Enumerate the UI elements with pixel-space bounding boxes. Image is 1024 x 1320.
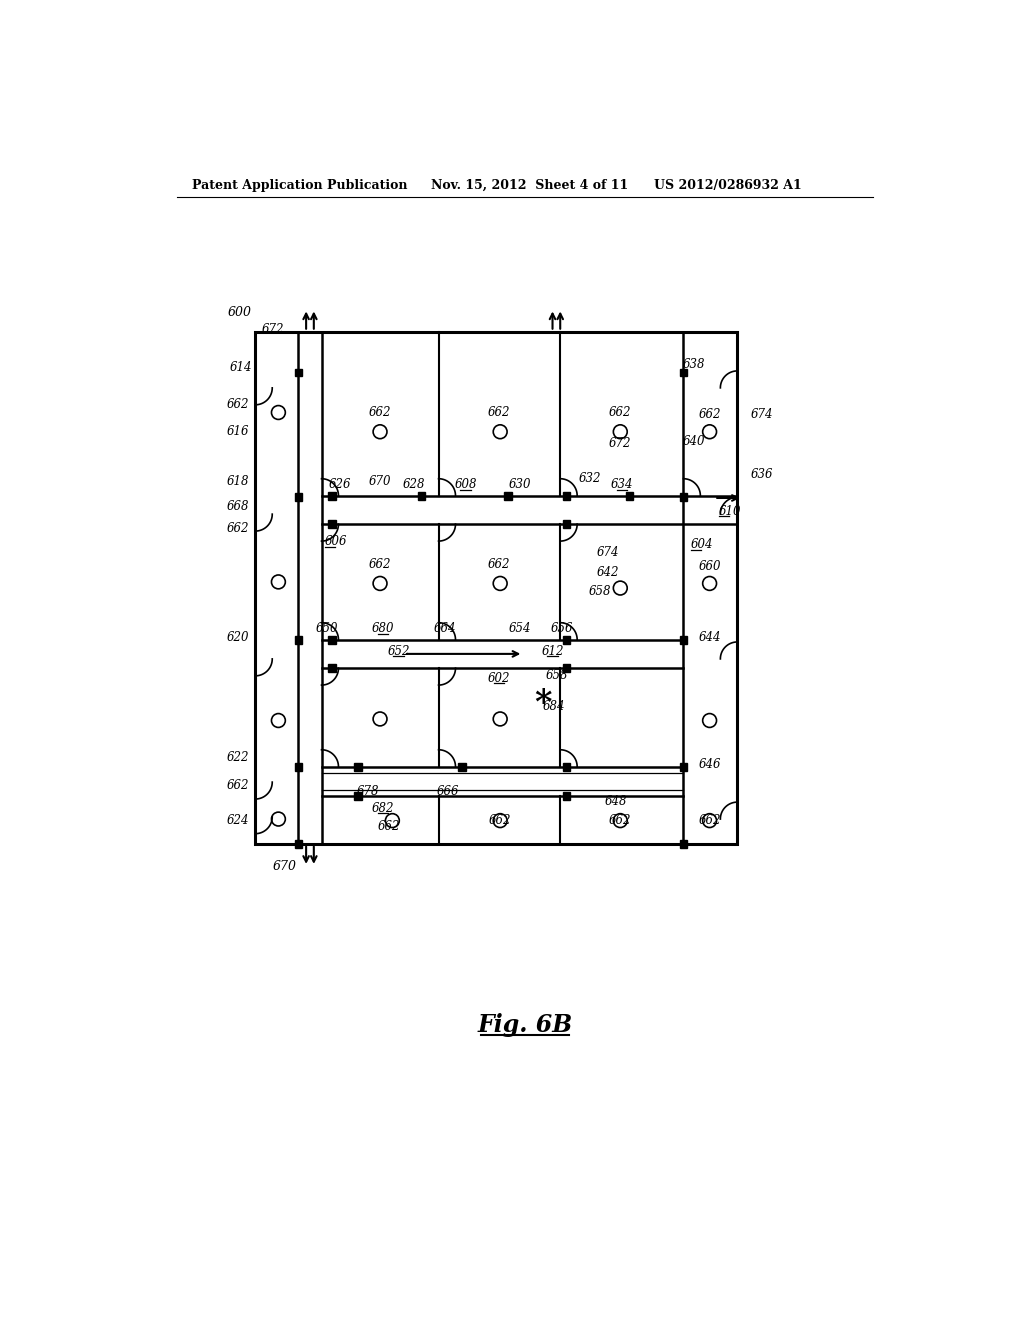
Text: 630: 630 xyxy=(508,478,530,491)
Bar xyxy=(295,840,302,847)
Bar xyxy=(329,636,336,644)
Bar xyxy=(504,492,512,499)
Bar xyxy=(255,331,737,843)
Text: 644: 644 xyxy=(698,631,721,644)
Text: 662: 662 xyxy=(369,558,391,572)
Text: 684: 684 xyxy=(543,700,565,713)
Text: 650: 650 xyxy=(315,622,338,635)
Text: 664: 664 xyxy=(433,622,456,635)
Text: 662: 662 xyxy=(227,399,250,412)
Text: 622: 622 xyxy=(227,751,250,764)
Text: 626: 626 xyxy=(329,478,351,491)
Text: 612: 612 xyxy=(542,645,564,659)
Bar xyxy=(680,494,687,502)
Text: 642: 642 xyxy=(597,566,620,579)
Bar xyxy=(562,763,570,771)
Text: 640: 640 xyxy=(683,436,706,449)
Text: 618: 618 xyxy=(227,475,250,488)
Text: 634: 634 xyxy=(610,478,633,491)
Text: 668: 668 xyxy=(227,500,250,513)
Text: 646: 646 xyxy=(698,758,721,771)
Text: 662: 662 xyxy=(487,558,510,572)
Text: Patent Application Publication: Patent Application Publication xyxy=(193,178,408,191)
Text: 600: 600 xyxy=(228,306,252,319)
Bar xyxy=(329,492,336,499)
Bar xyxy=(295,368,302,376)
Bar xyxy=(418,492,425,499)
Text: 648: 648 xyxy=(604,795,627,808)
Text: 662: 662 xyxy=(698,814,721,828)
Text: 674: 674 xyxy=(597,546,620,560)
Text: 662: 662 xyxy=(608,407,631,418)
Text: 662: 662 xyxy=(227,521,250,535)
Text: 636: 636 xyxy=(751,467,773,480)
Bar xyxy=(562,520,570,528)
Text: 604: 604 xyxy=(691,539,714,552)
Text: 624: 624 xyxy=(227,814,250,828)
Text: 666: 666 xyxy=(436,785,459,797)
Text: 606: 606 xyxy=(325,536,347,548)
Bar xyxy=(680,636,687,644)
Text: 670: 670 xyxy=(272,861,297,874)
Text: 660: 660 xyxy=(698,560,721,573)
Text: *: * xyxy=(535,686,552,721)
Text: 662: 662 xyxy=(609,814,632,828)
Bar xyxy=(329,520,336,528)
Bar xyxy=(329,664,336,672)
Bar xyxy=(354,763,361,771)
Text: 682: 682 xyxy=(372,801,394,814)
Text: 610: 610 xyxy=(719,504,741,517)
Bar xyxy=(562,492,570,499)
Text: US 2012/0286932 A1: US 2012/0286932 A1 xyxy=(654,178,802,191)
Text: 672: 672 xyxy=(608,437,631,450)
Text: 662: 662 xyxy=(488,814,511,828)
Text: 620: 620 xyxy=(227,631,250,644)
Text: 680: 680 xyxy=(372,622,394,635)
Bar xyxy=(354,792,361,800)
Text: 658: 658 xyxy=(546,669,568,682)
Bar xyxy=(680,368,687,376)
Bar xyxy=(626,492,634,499)
Bar xyxy=(680,763,687,771)
Bar xyxy=(458,763,466,771)
Bar xyxy=(295,494,302,502)
Bar xyxy=(562,664,570,672)
Text: 608: 608 xyxy=(455,478,477,491)
Bar xyxy=(562,636,570,644)
Text: 628: 628 xyxy=(402,478,425,491)
Text: Nov. 15, 2012  Sheet 4 of 11: Nov. 15, 2012 Sheet 4 of 11 xyxy=(431,178,628,191)
Text: 678: 678 xyxy=(356,785,379,797)
Text: 656: 656 xyxy=(551,622,573,635)
Text: 614: 614 xyxy=(229,362,252,375)
Bar xyxy=(562,792,570,800)
Bar xyxy=(680,840,687,847)
Text: 616: 616 xyxy=(227,425,250,438)
Bar xyxy=(295,763,302,771)
Text: 662: 662 xyxy=(369,407,391,418)
Text: 652: 652 xyxy=(387,645,410,659)
Text: 638: 638 xyxy=(683,358,706,371)
Text: Fig. 6B: Fig. 6B xyxy=(477,1012,572,1036)
Bar xyxy=(295,636,302,644)
Text: 674: 674 xyxy=(751,408,773,421)
Text: 632: 632 xyxy=(579,473,601,486)
Text: 662: 662 xyxy=(487,407,510,418)
Text: 662: 662 xyxy=(227,779,250,792)
Text: 654: 654 xyxy=(509,622,531,635)
Text: 602: 602 xyxy=(487,672,510,685)
Text: 662: 662 xyxy=(698,408,721,421)
Text: 670: 670 xyxy=(369,475,391,488)
Text: 662: 662 xyxy=(378,820,400,833)
Text: 672: 672 xyxy=(262,323,285,335)
Text: 658: 658 xyxy=(589,585,611,598)
